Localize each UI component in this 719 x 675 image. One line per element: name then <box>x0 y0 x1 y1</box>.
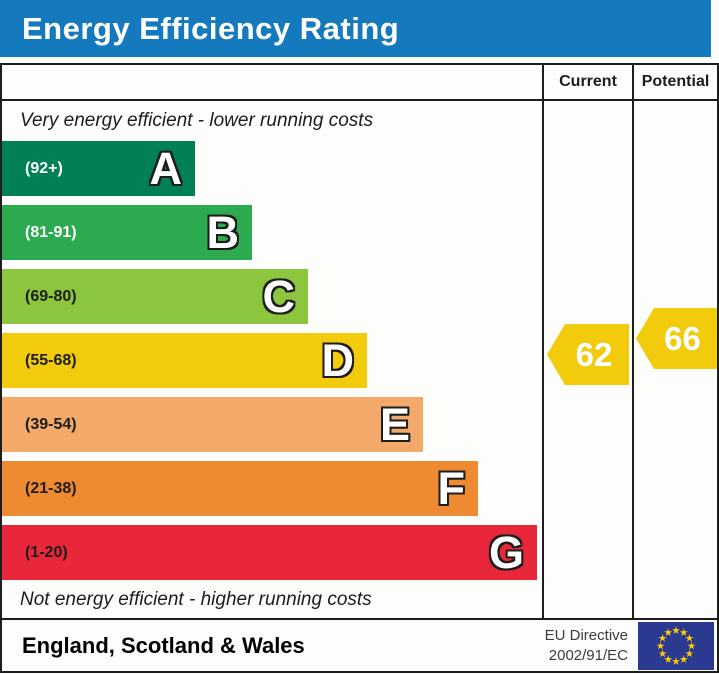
eu-directive-text: EU Directive 2002/91/EC <box>545 626 628 665</box>
eu-directive-line1: EU Directive <box>544 627 628 644</box>
band-c-letter: C <box>262 271 296 322</box>
band-a-letter: A <box>149 143 183 194</box>
band-g: (1-20) G <box>2 525 537 580</box>
band-f: (21-38) F <box>2 461 478 516</box>
potential-rating-arrow: 66 <box>636 308 717 369</box>
band-e: (39-54) E <box>2 397 423 452</box>
table-header-row: Current Potential <box>2 65 717 101</box>
band-e-letter: E <box>379 399 410 450</box>
note-very-efficient: Very energy efficient - lower running co… <box>20 110 374 131</box>
potential-rating-value: 66 <box>664 319 701 357</box>
band-g-letter: G <box>488 527 524 578</box>
current-column-header: Current <box>559 73 617 90</box>
band-b-letter: B <box>206 207 240 258</box>
current-column-header-cell: Current <box>544 65 634 99</box>
table-body-row: Very energy efficient - lower running co… <box>2 101 717 618</box>
eu-flag-icon <box>638 621 714 670</box>
current-rating-arrow: 62 <box>547 324 629 385</box>
band-d: (55-68) D <box>2 333 367 388</box>
band-e-range: (39-54) <box>25 415 77 433</box>
potential-column-header: Potential <box>641 73 710 90</box>
band-g-range: (1-20) <box>25 543 68 561</box>
potential-column-header-cell: Potential <box>634 65 717 99</box>
region-label: England, Scotland & Wales <box>22 632 305 658</box>
band-a: (92+) A <box>2 141 195 196</box>
band-b-range: (81-91) <box>25 223 77 241</box>
title-bar: Energy Efficiency Rating <box>0 0 711 57</box>
note-not-efficient: Not energy efficient - higher running co… <box>20 589 372 610</box>
page-title: Energy Efficiency Rating <box>22 10 400 46</box>
band-f-range: (21-38) <box>25 479 77 497</box>
band-b: (81-91) B <box>2 205 252 260</box>
current-rating-value: 62 <box>575 335 613 373</box>
eu-directive-line2: 2002/91/EC <box>548 646 628 664</box>
band-f-letter: F <box>437 463 466 514</box>
potential-column: 66 <box>634 101 717 618</box>
band-d-range: (55-68) <box>25 351 77 369</box>
band-c-range: (69-80) <box>25 287 77 305</box>
band-c: (69-80) C <box>2 269 308 324</box>
band-a-range: (92+) <box>25 159 63 177</box>
header-spacer <box>2 65 544 99</box>
band-d-letter: D <box>321 335 355 386</box>
rating-table: Current Potential Very energy efficient … <box>0 63 719 673</box>
current-column: 62 <box>544 101 634 618</box>
bands-column: Very energy efficient - lower running co… <box>2 101 544 618</box>
footer: England, Scotland & Wales EU Directive 2… <box>2 618 717 671</box>
